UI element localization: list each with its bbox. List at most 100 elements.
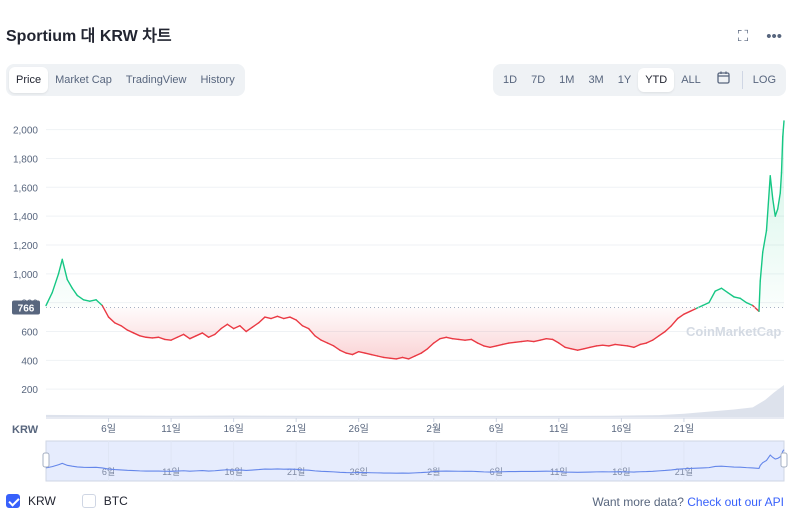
price-segment	[772, 198, 776, 217]
price-segment	[564, 346, 573, 350]
log-scale-toggle[interactable]: LOG	[752, 74, 776, 86]
legend-btc[interactable]: BTC	[81, 494, 128, 508]
price-segment	[769, 175, 774, 200]
price-segment	[739, 297, 748, 304]
x-tick-label: 21일	[674, 423, 694, 435]
price-segment	[307, 327, 316, 337]
price-segment	[57, 258, 63, 275]
price-segment	[420, 348, 429, 354]
range-1y[interactable]: 1Y	[617, 74, 632, 86]
price-segment	[82, 299, 91, 302]
price-segment	[733, 296, 741, 300]
price-segment	[189, 335, 197, 340]
api-link[interactable]: Check out our API	[687, 495, 784, 509]
price-segment	[745, 301, 754, 307]
price-segment	[145, 336, 154, 339]
price-segment	[101, 304, 110, 318]
time-range-selector: 1D 7D 1M 3M 1Y YTD ALL LOG	[493, 64, 786, 96]
price-segment	[301, 325, 310, 330]
x-tick-label: 11일	[549, 423, 569, 435]
tab-history[interactable]: History	[200, 74, 235, 86]
price-segment	[762, 229, 768, 253]
range-ytd[interactable]: YTD	[638, 68, 675, 92]
price-segment	[214, 327, 222, 336]
y-tick-label: 1,200	[13, 241, 38, 252]
price-segment	[295, 319, 304, 327]
price-segment	[752, 304, 760, 313]
range-3m[interactable]: 3M	[588, 74, 604, 86]
reference-label-bg	[12, 300, 40, 315]
price-segment	[89, 299, 97, 302]
fullscreen-icon[interactable]: ⛶	[737, 28, 749, 45]
axis-currency-label: KRW	[12, 424, 39, 436]
y-axis: 2004006008001,0001,2001,4001,6001,8002,0…	[13, 126, 38, 397]
x-tick-label: 6일	[489, 423, 504, 435]
navigator-tick-label: 21일	[287, 467, 305, 477]
reference-label: 766	[18, 304, 35, 315]
price-segment	[51, 273, 60, 294]
range-all[interactable]: ALL	[681, 74, 701, 86]
range-7d[interactable]: 7D	[531, 74, 546, 86]
more-data: Want more data? Check out our API	[592, 495, 784, 509]
price-segment	[207, 333, 216, 338]
price-segment	[720, 287, 729, 294]
price-segment	[289, 316, 297, 321]
price-segment	[589, 345, 598, 349]
price-segment	[139, 335, 147, 338]
price-line	[45, 120, 785, 360]
checkbox-krw[interactable]	[6, 494, 20, 508]
price-segment	[370, 353, 379, 357]
navigator-window	[45, 440, 785, 482]
price-segment	[464, 338, 472, 341]
price-segment	[164, 338, 172, 341]
price-segment	[314, 335, 322, 341]
y-tick-label: 400	[21, 356, 38, 367]
price-segment	[514, 340, 523, 344]
price-segment	[714, 287, 723, 292]
price-segment	[520, 340, 529, 343]
price-segment	[95, 299, 103, 307]
legend-krw[interactable]: KRW	[6, 494, 56, 508]
price-segment	[570, 348, 579, 351]
price-segment	[270, 315, 279, 320]
y-tick-label: 2,000	[13, 126, 38, 137]
price-segment	[114, 322, 122, 327]
price-segment	[120, 325, 129, 331]
price-segment	[470, 338, 479, 344]
chart-title: Sportium 대 KRW 차트	[6, 28, 172, 45]
price-segment	[326, 342, 335, 347]
navigator-handle	[42, 452, 50, 468]
price-segment	[495, 343, 504, 347]
legend: KRW BTC	[6, 494, 146, 508]
price-segment	[727, 291, 735, 298]
tab-price[interactable]: Price	[9, 67, 49, 93]
tab-tradingview[interactable]: TradingView	[125, 74, 187, 86]
x-tick-label: 26일	[349, 423, 369, 435]
price-segment	[664, 325, 673, 333]
price-segment	[132, 332, 141, 337]
more-horizontal-icon[interactable]: •••	[766, 28, 782, 45]
price-segment	[620, 344, 629, 347]
price-segment	[339, 349, 347, 354]
calendar-icon[interactable]	[708, 68, 739, 92]
price-segment	[483, 345, 491, 349]
range-1m[interactable]: 1M	[559, 74, 575, 86]
tab-market-cap[interactable]: Market Cap	[55, 74, 112, 86]
price-segment	[476, 342, 485, 347]
navigator-line	[45, 449, 785, 474]
range-1d[interactable]: 1D	[503, 74, 518, 86]
price-segment	[332, 345, 341, 351]
price-segment	[780, 136, 784, 174]
checkbox-btc[interactable]	[81, 494, 96, 508]
navigator-handle	[780, 452, 788, 468]
price-segment	[414, 352, 422, 357]
price-segment	[71, 287, 78, 297]
grid-lines	[46, 129, 784, 419]
price-chart[interactable]: 2004006008001,0001,2001,4001,6001,8002,0…	[0, 100, 800, 520]
range-divider	[741, 71, 743, 89]
price-segment	[774, 208, 779, 217]
price-segment	[251, 322, 260, 328]
price-segment	[170, 336, 179, 341]
price-segment	[614, 343, 623, 346]
price-segment	[451, 337, 460, 341]
